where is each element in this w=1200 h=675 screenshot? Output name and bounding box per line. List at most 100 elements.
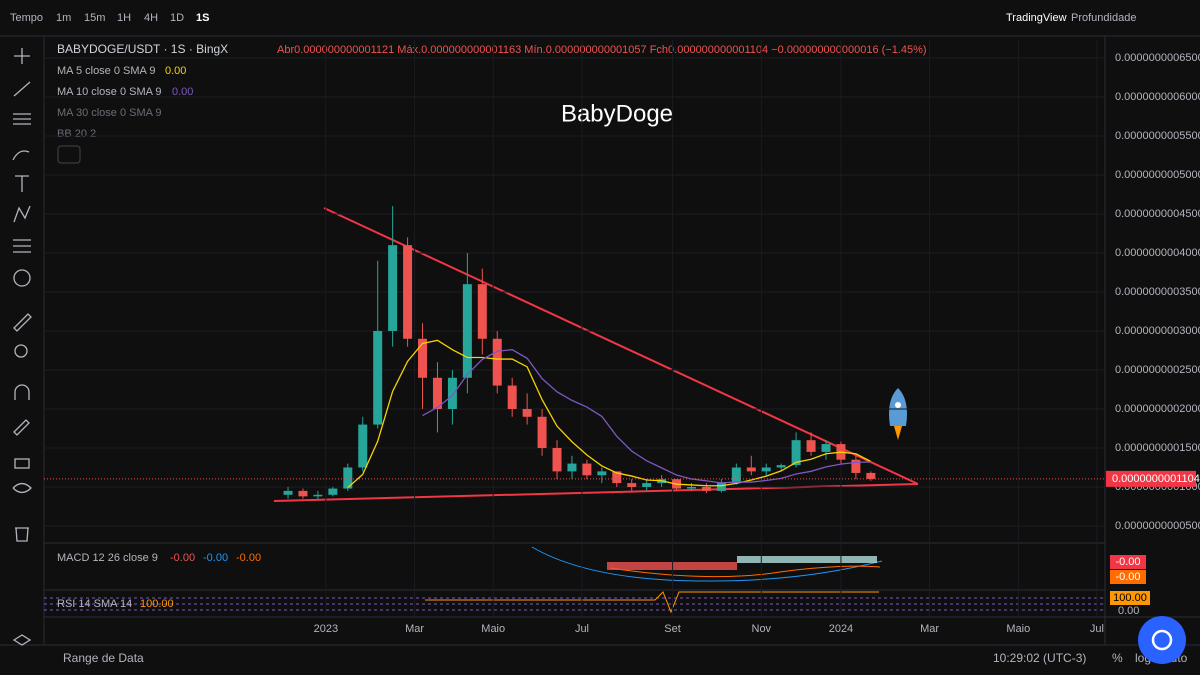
emoji-icon[interactable] [13,269,31,287]
candle-body [283,490,293,495]
zoom-icon[interactable] [14,344,28,358]
candle-body [866,472,876,479]
candle-body [477,284,487,339]
price-tag-text: 0.0000000001104 [1112,473,1200,485]
x-tick-label: 2024 [829,623,853,635]
tf[interactable]: 4H [144,12,158,24]
x-tick-label: Mar [405,623,424,635]
candle-body [462,284,472,378]
bb-label: BB 20 2 [57,128,96,140]
tf[interactable]: 15m [84,12,105,24]
crosshair-icon[interactable] [14,48,30,64]
ma5-value: 0.00 [165,65,186,77]
forecast-icon[interactable] [13,239,31,253]
ma10-label: MA 10 close 0 SMA 9 [57,86,162,98]
chat-button[interactable] [1138,616,1186,664]
tf-active[interactable]: 1S [196,12,209,24]
candle-body [552,447,562,472]
lock-icon[interactable] [14,458,30,469]
candle-body [821,444,831,452]
rsi-tag-text: 100.00 [1113,592,1147,604]
pattern-icon[interactable] [13,205,31,223]
collapse-button[interactable] [57,145,81,164]
lock-draw-icon[interactable] [13,419,30,436]
fib-icon[interactable] [13,113,31,125]
y-tick-label: 0.0000000006000 [1115,91,1200,103]
candle-body [522,408,532,417]
y-tick-label: 0.0000000005500 [1115,130,1200,142]
clock: 10:29:02 (UTC-3) [993,651,1086,665]
candle-body [597,471,607,476]
candle-body [761,467,771,472]
candle-body [537,416,547,448]
x-tick-label: Jul [575,623,589,635]
candle-body [432,377,442,409]
rsi-label: RSI 14 SMA 14 [57,598,132,610]
y-tick-label: 0.0000000006500 [1115,52,1200,64]
y-tick-label: 0.0000000004500 [1115,208,1200,220]
histogram [607,562,737,570]
tf[interactable]: Tempo [10,12,43,24]
candle-body [492,338,502,386]
ma30-label: MA 30 close 0 SMA 9 [57,107,162,119]
legend: BABYDOGE/USDT · 1S · BingX Abr0.00000000… [57,42,927,164]
macd-tag [1110,555,1146,569]
y-tick-label: 0.0000000005000 [1115,169,1200,181]
macd-pane: MACD 12 26 close 9 -0.00 -0.00 -0.00 -0.… [57,546,1146,584]
candle-body [328,488,338,495]
eye-icon[interactable] [12,482,32,494]
tf[interactable]: 1D [170,12,184,24]
brush-icon[interactable] [12,150,30,161]
candle-body [567,463,577,472]
candle-body [313,494,323,497]
trash-icon[interactable] [15,527,29,542]
candle-body [701,486,711,491]
candle-body [806,440,816,452]
x-tick-label: Set [664,623,681,635]
x-tick-label: Maio [481,623,505,635]
y-tick-label: 0.0000000004000 [1115,247,1200,259]
date-range[interactable]: Range de Data [63,651,144,665]
rocket [889,388,907,440]
candle-body [358,424,368,468]
candle-body [343,467,353,489]
layers-icon[interactable] [12,634,32,646]
candle-body [507,385,517,409]
candle-body [447,377,457,409]
candle-body [403,245,413,339]
ruler-icon[interactable] [13,313,32,332]
candle-body [298,490,308,497]
x-tick-label: Nov [752,623,772,635]
tf[interactable]: 1m [56,12,71,24]
percent[interactable]: % [1112,651,1123,665]
candle-body [388,245,398,331]
text-icon[interactable] [15,175,29,192]
y-tick-label: 0.0000000002500 [1115,364,1200,376]
plot: 0.00000000005000.00000000010000.00000000… [44,40,1200,635]
candle-body [627,483,637,487]
x-tick-label: 2023 [314,623,338,635]
depth[interactable]: Profundidade [1071,12,1136,24]
brand[interactable]: TradingView [1006,12,1067,24]
line-icon[interactable] [13,81,31,97]
ohlc: Abr0.000000000001121 Máx.0.0000000000011… [277,44,927,56]
ma5-label: MA 5 close 0 SMA 9 [57,65,155,77]
tf[interactable]: 1H [117,12,131,24]
rsi-tag [1110,591,1150,605]
macd-line [531,546,883,582]
candle-body [716,483,726,491]
candle-body [776,465,786,468]
signal-tag [1110,570,1146,584]
x-tick-label: Mar [920,623,939,635]
macd-value: -0.00 [170,552,195,564]
rsi-pane: RSI 14 SMA 14 100.00 100.00 0.00 [44,591,1150,617]
candle-body [687,486,697,489]
candle-body [582,463,592,476]
chat-icon [1151,629,1173,651]
rsi-line [425,591,879,614]
ma-line [422,349,871,484]
x-tick-label: Jul [1090,623,1104,635]
magnet-icon[interactable] [14,384,30,400]
chart-title: BabyDoge [561,100,673,127]
